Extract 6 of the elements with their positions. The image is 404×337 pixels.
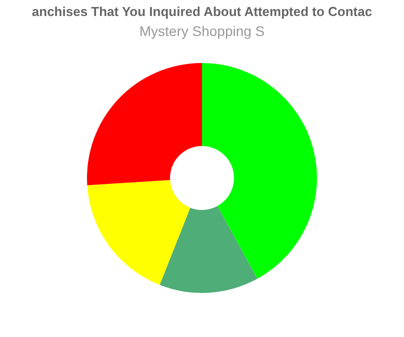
- donut-slice: [87, 63, 202, 186]
- chart-title: anchises That You Inquired About Attempted to Contac: [32, 4, 372, 19]
- donut-slice: [87, 180, 190, 285]
- donut-slice: [160, 206, 258, 293]
- donut-slice: [202, 63, 317, 279]
- chart-subtitle: Mystery Shopping S: [139, 23, 265, 39]
